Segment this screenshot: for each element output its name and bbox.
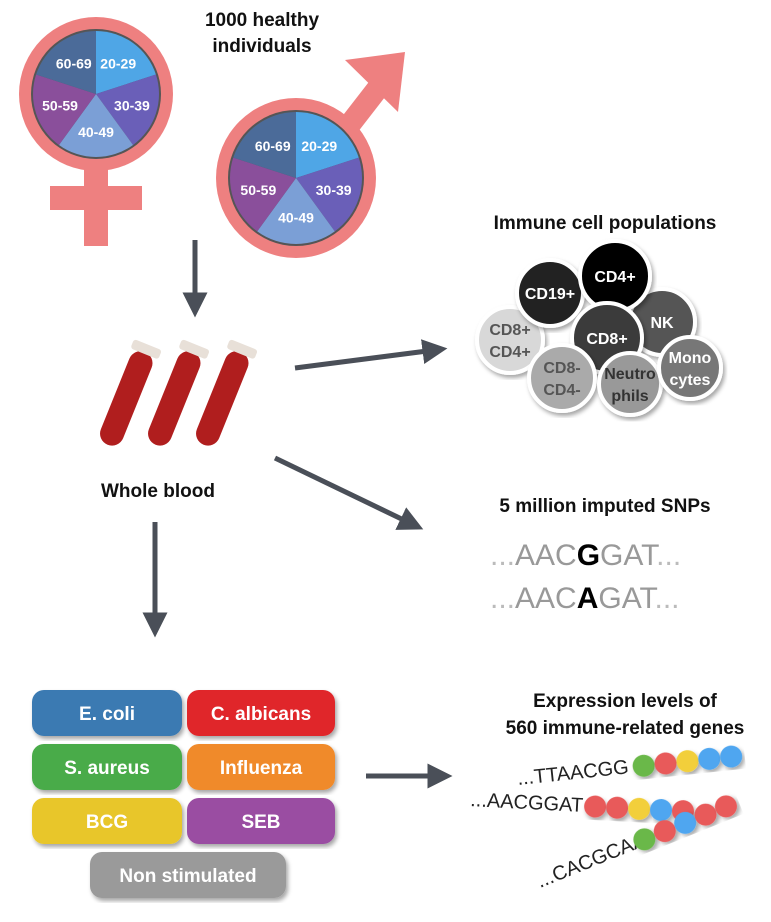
expression-bead [674,811,697,834]
pie-slice-30-39 [96,74,159,145]
stimulus-label: C. albicans [211,704,311,725]
expression-bead [584,795,607,818]
cell-label: cytes [670,372,711,389]
stimulus-s-aureus: S. aureus [32,744,182,790]
pie-slice-50-59 [230,157,296,232]
expression-row: ...TTAACGG [516,745,743,790]
expression-bead [650,799,673,822]
age-label: 30-39 [316,182,352,198]
cell-cd8+-cd4+: CD8+ CD4+ [475,305,545,375]
pie-slice-40-49 [257,178,335,244]
stimulus-label: SEB [241,812,280,833]
cell-label: CD8- [543,360,580,377]
pie-slice-60-69 [36,31,96,94]
stimulus-label: S. aureus [64,758,150,779]
cell-neutro-phils: Neutro phils [597,351,663,417]
gene-sequence: ...CACGCAA [534,829,650,893]
pie-slice-40-49 [58,94,134,157]
gene-sequence: ...TTAACGG [516,756,630,790]
cell-label: phils [611,388,648,405]
cell-cd8--cd4-: CD8- CD4- [527,343,597,413]
expression-bead [653,820,676,843]
pie-slice-20-29 [96,31,156,94]
arrow-to-snps [273,455,424,530]
cell-label: CD4+ [489,344,530,361]
age-label: 30-39 [114,98,150,114]
cell-mono-cytes: Mono cytes [657,335,723,401]
expression-bead [714,795,737,818]
stimulus-c-albicans: C. albicans [187,690,335,736]
stimulus-label: Non stimulated [119,866,256,887]
arrow-to-cells [294,339,448,371]
blood-tubes-icon [100,339,257,446]
cell-label: NK [650,315,674,332]
stimuli-buttons: E. coli C. albicans S. aureus Influenza BCG S… [32,690,335,898]
expression-rows: ...TTAACGG...AACGGAT ...CACGCAA [470,745,743,893]
cell-label: CD8+ [489,322,530,339]
age-label: 40-49 [78,124,114,140]
cell-label: CD8+ [586,331,627,348]
snps-title: 5 million imputed SNPs [499,496,710,517]
cell-cd19+: CD19+ [515,258,585,328]
expression-row: ...AACGGAT [470,789,695,823]
snp-sequence-2: ...AACAGAT... [490,582,680,615]
stimulus-e-coli: E. coli [32,690,182,736]
pie-slice-50-59 [33,74,96,145]
expression-bead [654,752,677,775]
pie-slice-30-39 [296,157,363,232]
stimulus-influenza: Influenza [187,744,335,790]
expression-bead [632,754,655,777]
expression-bead [698,747,721,770]
stimulus-non-stimulated: Non stimulated [90,852,286,898]
cohort-title-line1: 1000 healthy [205,10,319,31]
cell-label: Neutro [604,366,656,383]
stimulus-seb: SEB [187,798,335,844]
age-label: 40-49 [278,210,314,226]
gene-sequence: ...AACGGAT [470,789,584,817]
cell-cd4+: CD4+ [578,239,652,313]
expression-bead [676,750,699,773]
expression-bead [628,797,651,820]
stimulus-bcg: BCG [32,798,182,844]
pie-slice-60-69 [233,112,296,178]
age-label: 60-69 [56,55,92,71]
snp-sequence-1: ...AACGGAT... [490,539,681,572]
immune-title: Immune cell populations [494,213,717,234]
cell-label: CD4+ [594,269,635,286]
cell-label: Mono [669,350,712,367]
cohort-title-line2: individuals [212,36,311,57]
stimulus-label: E. coli [79,704,135,725]
whole-blood-label: Whole blood [101,481,215,502]
cell-label: CD4- [543,382,580,399]
age-label: 20-29 [100,55,136,71]
expression-bead [694,803,717,826]
expression-title-line1: Expression levels of [533,691,717,712]
stimulus-label: BCG [86,812,128,833]
immune-cells: CD8+ CD4+ CD19+ NK CD4+ CD8+ CD8- CD4- Neutro phi… [475,239,723,417]
expression-title-line2: 560 immune-related genes [506,718,745,739]
age-label: 50-59 [240,182,276,198]
pie-slice-20-29 [296,112,359,178]
expression-bead [633,828,656,851]
expression-bead [720,745,743,768]
age-label: 60-69 [255,138,291,154]
cell-label: CD19+ [525,286,575,303]
stimulus-label: Influenza [220,758,303,779]
expression-bead [606,796,629,819]
age-label: 20-29 [301,138,337,154]
age-label: 50-59 [42,98,78,114]
